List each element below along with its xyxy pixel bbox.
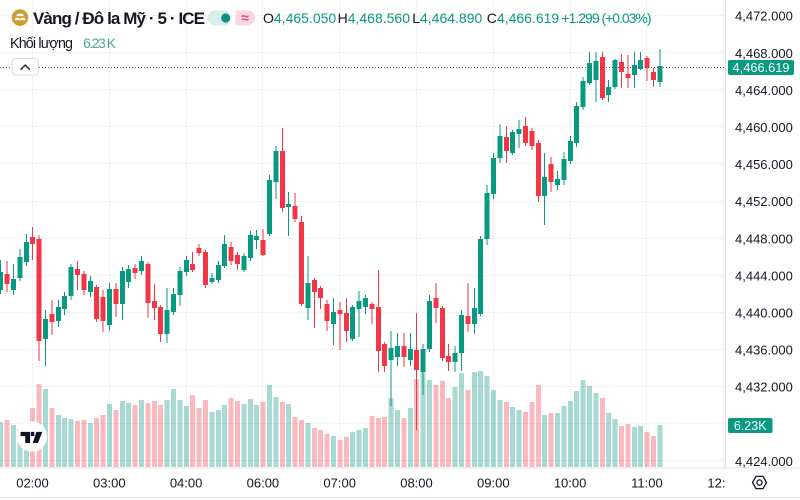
svg-text:04:00: 04:00: [170, 476, 203, 491]
svg-text:07:00: 07:00: [323, 476, 356, 491]
svg-text:≈: ≈: [241, 10, 249, 26]
svg-text:4,460.000: 4,460.000: [735, 120, 793, 135]
svg-text:4,472.000: 4,472.000: [735, 9, 793, 24]
svg-text:09:00: 09:00: [477, 476, 510, 491]
svg-text:4,464.000: 4,464.000: [735, 83, 793, 98]
svg-text:10:00: 10:00: [554, 476, 587, 491]
svg-text:4,436.000: 4,436.000: [735, 343, 793, 358]
svg-text:O4,465.050: O4,465.050: [263, 10, 336, 26]
svg-text:Khối lượng: Khối lượng: [10, 36, 73, 52]
svg-text:06:00: 06:00: [247, 476, 280, 491]
svg-text:4,468.000: 4,468.000: [735, 46, 793, 61]
svg-text:4,456.000: 4,456.000: [735, 157, 793, 172]
svg-text:08:00: 08:00: [400, 476, 433, 491]
svg-text:H4,468.560: H4,468.560: [338, 10, 411, 26]
svg-text:11:00: 11:00: [631, 476, 663, 491]
svg-text:6.23K: 6.23K: [734, 419, 767, 433]
svg-text:4,424.000: 4,424.000: [735, 454, 793, 469]
svg-text:Vàng / Đô la Mỹ · 5 · ICE: Vàng / Đô la Mỹ · 5 · ICE: [33, 9, 205, 28]
svg-text:12:00: 12:00: [707, 476, 740, 491]
svg-text:4,466.619: 4,466.619: [733, 60, 790, 75]
svg-text:L4,464.890: L4,464.890: [412, 10, 482, 26]
svg-text:C4,466.619: C4,466.619: [487, 10, 560, 26]
svg-text:03:00: 03:00: [93, 476, 126, 491]
svg-text:4,448.000: 4,448.000: [735, 231, 793, 246]
svg-text:+1.299 (+0.03%): +1.299 (+0.03%): [562, 10, 652, 26]
svg-text:4,432.000: 4,432.000: [735, 380, 793, 395]
svg-text:02:00: 02:00: [16, 476, 49, 491]
svg-text:4,440.000: 4,440.000: [735, 306, 793, 321]
svg-text:4,452.000: 4,452.000: [735, 194, 793, 209]
svg-text:4,444.000: 4,444.000: [735, 268, 793, 283]
svg-text:6.23 K: 6.23 K: [83, 35, 117, 51]
